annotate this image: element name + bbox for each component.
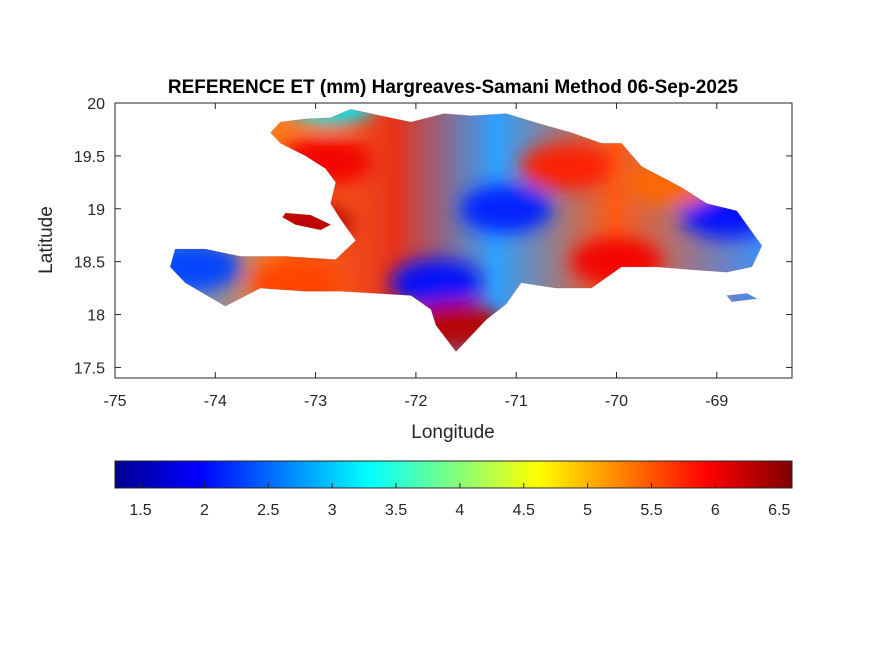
- colorbar-tick-label: 4.5: [513, 502, 535, 519]
- colorbar-tick-label: 2: [200, 502, 209, 519]
- region-cibao-valley: [520, 142, 613, 191]
- colorbar-tick-label: 5: [583, 502, 592, 519]
- y-tick-label: 20: [87, 96, 105, 113]
- y-tick-label: 19.5: [74, 149, 105, 166]
- region-cordillera-central: [460, 184, 553, 233]
- colorbar-tick-label: 6.5: [768, 502, 790, 519]
- colorbar-tick-label: 5.5: [640, 502, 662, 519]
- y-tick-label: 18: [87, 308, 105, 325]
- colorbar-tick-label: 6: [711, 502, 720, 519]
- colorbar-ticks: 1.5 2 2.5 3 3.5 4 4.5 5 5.5 6 6.5: [129, 483, 790, 519]
- region-massif-de-la-selle: [389, 258, 482, 307]
- colorbar: [114, 460, 793, 489]
- y-tick-label: 19: [87, 202, 105, 219]
- colorbar-tick-label: 2.5: [257, 502, 279, 519]
- colorbar-tick-label: 4: [455, 502, 464, 519]
- x-axis-label: Longitude: [411, 422, 494, 443]
- y-axis-label: Latitude: [36, 206, 57, 274]
- x-tick-label: -71: [505, 393, 528, 410]
- colorbar-tick-label: 1.5: [129, 502, 151, 519]
- colorbar-tick-label: 3.5: [385, 502, 407, 519]
- x-tick-label: -73: [304, 393, 327, 410]
- y-tick-label: 17.5: [74, 360, 105, 377]
- colorbar-tick-label: 3: [328, 502, 337, 519]
- x-tick-label: -74: [204, 393, 227, 410]
- chart-title: REFERENCE ET (mm) Hargreaves-Samani Meth…: [168, 77, 739, 98]
- x-tick-label: -70: [605, 393, 628, 410]
- y-tick-label: 18.5: [74, 255, 105, 272]
- x-tick-label: -75: [103, 393, 126, 410]
- coastline: [169, 103, 763, 353]
- x-tick-label: -69: [705, 393, 728, 410]
- y-axis: 17.5 18 18.5 19 19.5 20: [74, 96, 792, 377]
- x-axis: -75 -74 -73 -72 -71 -70 -69: [103, 103, 728, 410]
- x-tick-label: -72: [404, 393, 427, 410]
- axes-box: [114, 102, 793, 379]
